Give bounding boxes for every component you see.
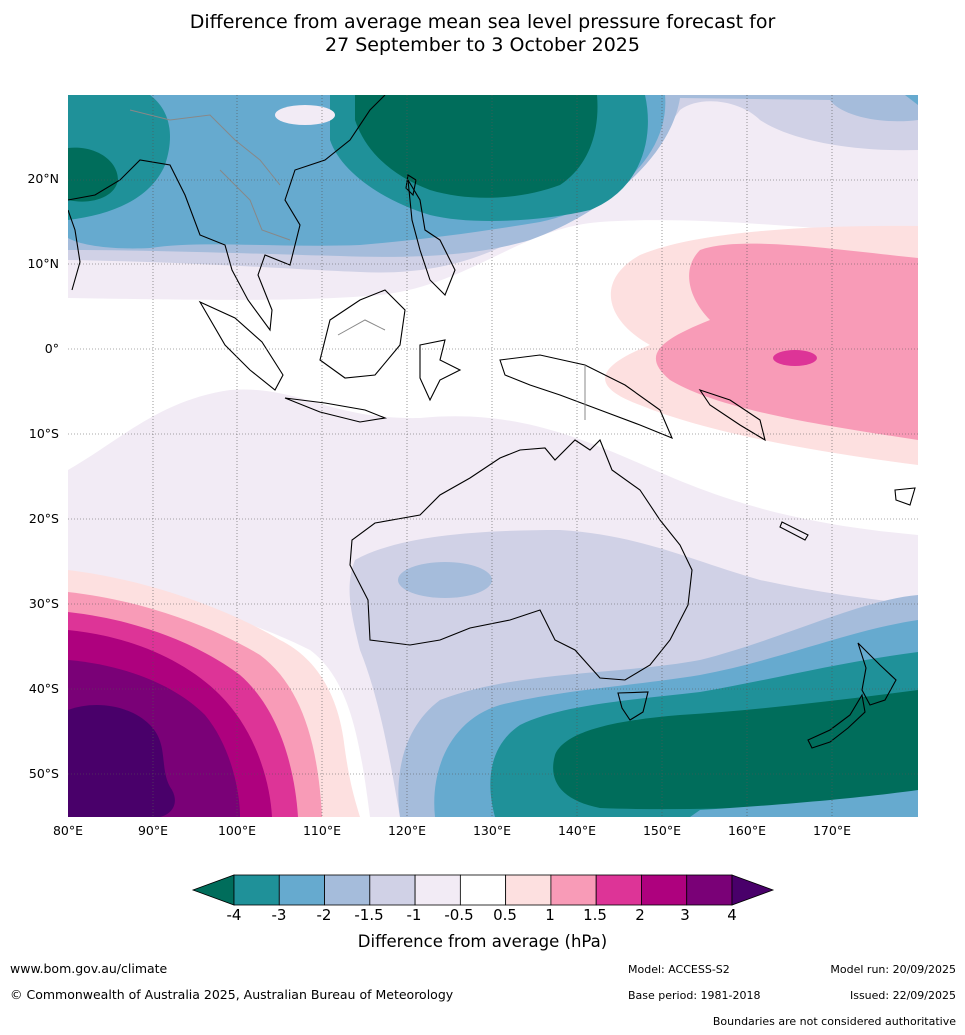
colorbar-box	[233, 874, 280, 906]
colorbar-tick-label: -2	[316, 906, 332, 924]
footer-base-period: Base period: 1981-2018	[628, 989, 761, 1002]
lat-label-0: 0°	[44, 341, 59, 356]
colorbar-tick-label: -0.5	[444, 906, 474, 924]
asia-coast	[68, 95, 386, 332]
map-title-line1: Difference from average mean sea level p…	[189, 11, 776, 33]
lon-label-110e: 110°E	[302, 823, 341, 838]
colorbar-box	[505, 874, 552, 906]
lon-label-160e: 160°E	[727, 823, 766, 838]
lat-label-20s: 20°S	[28, 511, 59, 526]
new-zealand-south-coast	[807, 693, 866, 749]
footer-disclaimer: Boundaries are not considered authoritat…	[712, 1015, 956, 1028]
gridlines	[68, 95, 918, 817]
colorbar-boxes	[233, 874, 733, 906]
lon-label-120e: 120°E	[387, 823, 426, 838]
colorbar-box	[324, 874, 371, 906]
colorbar-tick-label: -3	[271, 906, 287, 924]
contour-neg-4-north	[68, 95, 598, 202]
map-area	[68, 95, 918, 817]
colorbar-box	[459, 874, 507, 906]
colorbar-box	[686, 874, 733, 906]
footer-issued: Issued: 22/09/2025	[849, 989, 956, 1002]
contour-pos-1	[655, 243, 918, 440]
contour-pos-4-sio	[68, 705, 175, 817]
colorbar-box	[595, 874, 642, 906]
java-coast	[284, 397, 388, 423]
contour-neg-4-south	[553, 690, 918, 810]
lon-label-150e: 150°E	[642, 823, 681, 838]
colorbar-tick-label: 4	[727, 906, 737, 924]
lon-label-80e: 80°E	[52, 823, 84, 838]
philippines-coast	[407, 179, 456, 296]
tasmania-coast	[617, 691, 649, 721]
colorbar-tick-label: -4	[226, 906, 242, 924]
contour-neg-1.5-inland	[398, 562, 492, 598]
coastlines	[68, 95, 916, 749]
colorbar-tick-label: 0.5	[493, 906, 517, 924]
colorbar-box	[641, 874, 688, 906]
footer-model: Model: ACCESS-S2	[628, 963, 730, 976]
footer-model-run: Model run: 20/09/2025	[830, 963, 956, 976]
colorbar-tick-label: 3	[680, 906, 690, 924]
colorbar-title: Difference from average (hPa)	[357, 932, 608, 951]
contour-neg-0.5-patch	[275, 105, 335, 125]
new-guinea-coast	[499, 354, 674, 440]
lat-label-40s: 40°S	[28, 681, 59, 696]
sumatra-coast	[198, 300, 284, 391]
contour-pos-1.5-centre	[773, 350, 817, 366]
lat-label-30s: 30°S	[28, 596, 59, 611]
map-title-line2: 27 September to 3 October 2025	[325, 34, 640, 56]
lon-label-100e: 100°E	[217, 823, 256, 838]
lat-label-50s: 50°S	[28, 766, 59, 781]
colorbar-tick-label: 2	[635, 906, 645, 924]
lon-label-90e: 90°E	[137, 823, 169, 838]
fiji-coast	[894, 487, 916, 506]
colorbar-tick-label: 1	[545, 906, 555, 924]
new-caledonia-coast	[779, 521, 809, 541]
country-boundaries	[129, 109, 586, 420]
lat-label-20n: 20°N	[27, 171, 59, 186]
lon-label-130e: 130°E	[472, 823, 511, 838]
colorbar-box	[414, 874, 461, 906]
colorbar-box	[278, 874, 325, 906]
taiwan-coast	[405, 174, 417, 197]
colorbar-low-extension	[191, 874, 235, 906]
colorbar-tick-label: -1.5	[354, 906, 384, 924]
lat-label-10s: 10°S	[28, 426, 59, 441]
footer-url: www.bom.gov.au/climate	[10, 961, 168, 976]
lon-label-140e: 140°E	[557, 823, 596, 838]
solomon-islands-coast	[698, 388, 766, 442]
borneo-coast	[319, 289, 406, 379]
colorbar-box	[550, 874, 597, 906]
colorbar-tick-label: 1.5	[583, 906, 607, 924]
footer-copyright: © Commonwealth of Australia 2025, Austra…	[10, 987, 454, 1002]
lon-label-170e: 170°E	[812, 823, 851, 838]
colorbar-high-extension	[731, 874, 775, 906]
contour-neg-2-southedge	[690, 790, 918, 817]
lat-label-10n: 10°N	[27, 256, 59, 271]
new-zealand-north-coast	[857, 642, 897, 706]
colorbar	[191, 874, 775, 906]
colorbar-tick-label: -1	[406, 906, 422, 924]
australia-coast	[349, 439, 693, 681]
sulawesi-coast	[419, 339, 462, 402]
colorbar-box	[369, 874, 416, 906]
india-coast	[68, 209, 81, 291]
